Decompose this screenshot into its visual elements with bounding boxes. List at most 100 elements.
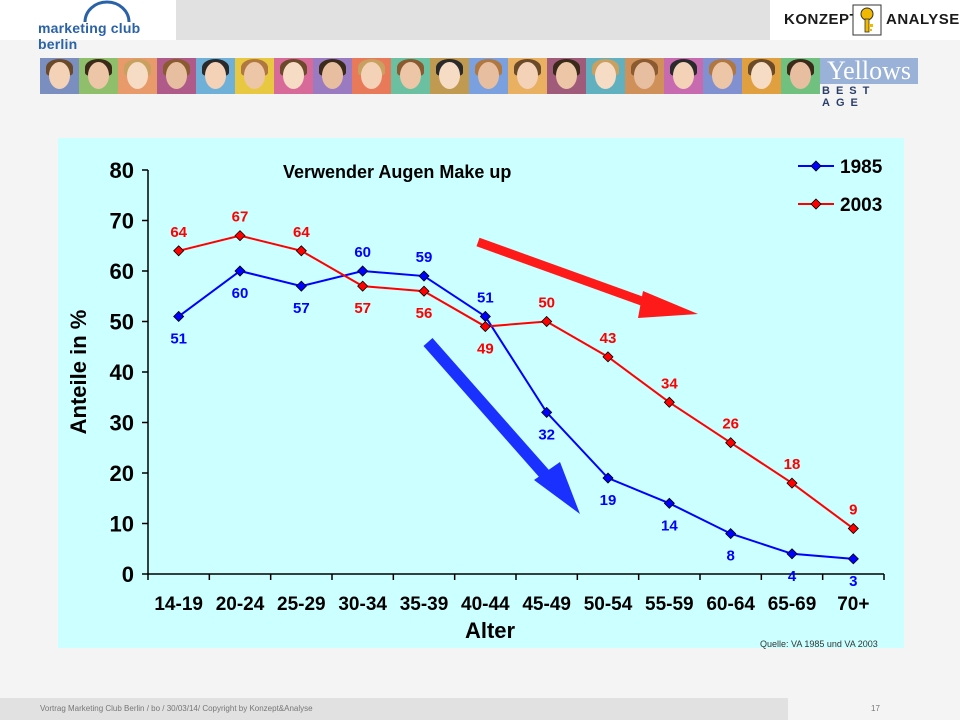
marketing-club-logo: marketing club berlin — [0, 0, 176, 52]
x-tick-label: 55-59 — [645, 594, 694, 615]
portrait-photo — [40, 58, 79, 94]
x-tick-label: 25-29 — [277, 594, 326, 615]
portrait-photo — [157, 58, 196, 94]
footer-text: Vortrag Marketing Club Berlin / bo / 30/… — [40, 704, 313, 713]
key-icon — [852, 4, 882, 36]
data-point-1985 — [602, 472, 614, 484]
chart-title: Verwender Augen Make up — [283, 162, 511, 182]
series-line-2003 — [178, 234, 854, 530]
data-label-2003: 64 — [170, 224, 187, 241]
data-label-1985: 60 — [232, 285, 249, 302]
portrait-face — [634, 62, 655, 89]
data-label-1985: 59 — [416, 249, 433, 266]
x-axis-label: Alter — [465, 618, 516, 643]
data-point-1985 — [234, 265, 246, 277]
data-label-2003: 56 — [416, 305, 433, 322]
data-label-2003: 18 — [784, 456, 801, 473]
y-tick-label: 60 — [110, 259, 134, 284]
blue-trend-arrow — [423, 338, 553, 482]
data-point-2003 — [663, 396, 675, 408]
data-label-2003: 26 — [722, 416, 739, 433]
portrait-face — [322, 62, 343, 89]
x-tick-label: 40-44 — [461, 594, 510, 615]
y-tick-label: 30 — [110, 411, 134, 436]
source-note: Quelle: VA 1985 und VA 2003 — [760, 639, 878, 649]
legend-label-1985: 1985 — [840, 157, 883, 178]
portrait-photo — [235, 58, 274, 94]
data-label-1985: 32 — [538, 426, 555, 443]
data-point-1985 — [847, 553, 859, 565]
data-label-2003: 43 — [600, 330, 617, 347]
data-label-2003: 49 — [477, 341, 494, 358]
data-point-1985 — [725, 528, 737, 540]
portrait-photo — [781, 58, 820, 94]
y-tick-label: 20 — [110, 461, 134, 486]
data-label-1985: 14 — [661, 517, 678, 534]
footer-right-block — [788, 698, 960, 720]
data-point-2003 — [786, 477, 798, 489]
portrait-face — [49, 62, 70, 89]
x-tick-label: 50-54 — [584, 594, 633, 615]
portrait-photo — [703, 58, 742, 94]
data-label-1985: 8 — [726, 548, 734, 565]
portrait-face — [361, 62, 382, 89]
data-point-2003 — [295, 245, 307, 257]
portrait-photo — [352, 58, 391, 94]
data-point-1985 — [418, 270, 430, 282]
x-tick-label: 20-24 — [216, 594, 265, 615]
portrait-photo — [391, 58, 430, 94]
portrait-face — [283, 62, 304, 89]
logo-text-left: KONZEPT — [784, 11, 860, 28]
y-axis-label: Anteile in % — [66, 310, 91, 435]
y-tick-label: 10 — [110, 512, 134, 537]
y-tick-label: 50 — [110, 310, 134, 335]
x-tick-label: 30-34 — [338, 594, 387, 615]
portrait-photo — [742, 58, 781, 94]
data-point-1985 — [173, 310, 185, 323]
data-label-1985: 3 — [849, 573, 857, 590]
page-number: 17 — [871, 704, 880, 713]
portrait-photo — [274, 58, 313, 94]
data-point-2003 — [541, 315, 553, 328]
data-point-2003 — [173, 245, 185, 257]
portrait-face — [790, 62, 811, 89]
data-point-1985 — [541, 406, 553, 418]
legend-marker-1985 — [810, 160, 822, 172]
legend-marker-2003 — [810, 198, 822, 210]
data-label-2003: 50 — [538, 295, 555, 312]
portrait-face — [88, 62, 109, 89]
red-arrow-head — [638, 291, 698, 318]
data-label-1985: 19 — [600, 492, 617, 509]
data-point-1985 — [786, 548, 798, 560]
data-label-2003: 64 — [293, 224, 310, 241]
logo-text-right: ANALYSE — [886, 11, 960, 28]
portrait-face — [673, 62, 694, 89]
data-point-1985 — [295, 280, 307, 292]
portrait-face — [712, 62, 733, 89]
legend-label-2003: 2003 — [840, 195, 882, 216]
line-chart: 0 10 20 30 40 50 60 70 80 14-19 20-24 25-29 30-34 35-… — [66, 157, 885, 643]
portrait-face — [127, 62, 148, 89]
portrait-face — [439, 62, 460, 89]
data-point-2003 — [725, 437, 737, 449]
portrait-photo — [625, 58, 664, 94]
portrait-photo — [430, 58, 469, 94]
data-label-1985: 4 — [788, 568, 797, 585]
x-tick-label: 45-49 — [522, 594, 571, 615]
portrait-photo — [79, 58, 118, 94]
yellows-subtitle: BEST AGE — [822, 85, 876, 109]
y-tick-label: 40 — [110, 360, 134, 385]
data-label-1985: 51 — [477, 289, 494, 306]
portrait-face — [244, 62, 265, 89]
data-label-1985: 51 — [170, 330, 187, 347]
x-tick-label: 35-39 — [400, 594, 449, 615]
data-point-1985 — [663, 497, 675, 509]
series-line-1985 — [178, 269, 854, 560]
logo-text: marketing club berlin — [38, 20, 141, 52]
yellows-logo: Yellows BEST AGE — [820, 58, 920, 109]
data-point-2003 — [418, 285, 430, 297]
portrait-face — [595, 62, 616, 89]
x-tick-label: 65-69 — [768, 594, 817, 615]
portrait-photo — [664, 58, 703, 94]
konzept-analyse-logo: KONZEPT ANALYSE — [770, 0, 960, 40]
